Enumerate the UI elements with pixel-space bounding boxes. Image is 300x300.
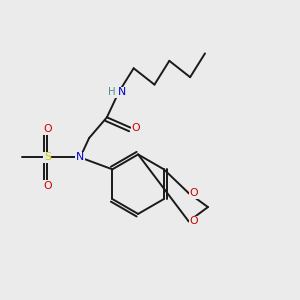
Text: S: S xyxy=(44,152,51,162)
Text: H: H xyxy=(108,87,116,97)
Text: O: O xyxy=(132,123,140,133)
Text: O: O xyxy=(43,124,52,134)
Text: N: N xyxy=(118,87,126,97)
Text: O: O xyxy=(43,181,52,191)
Text: O: O xyxy=(190,188,198,198)
Text: O: O xyxy=(190,216,198,226)
Text: N: N xyxy=(76,152,84,162)
